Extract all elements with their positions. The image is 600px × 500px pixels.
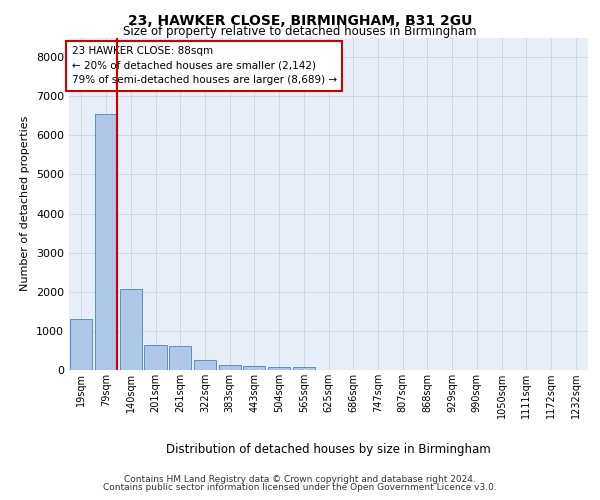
Text: 23, HAWKER CLOSE, BIRMINGHAM, B31 2GU: 23, HAWKER CLOSE, BIRMINGHAM, B31 2GU [128, 14, 472, 28]
Text: Distribution of detached houses by size in Birmingham: Distribution of detached houses by size … [166, 442, 491, 456]
Bar [95, 114, 117, 370]
Bar [218, 364, 241, 370]
Bar [293, 368, 315, 370]
Y-axis label: Number of detached properties: Number of detached properties [20, 116, 31, 292]
Text: Size of property relative to detached houses in Birmingham: Size of property relative to detached ho… [123, 25, 477, 38]
Bar [268, 368, 290, 370]
Bar [243, 366, 265, 370]
Text: 23 HAWKER CLOSE: 88sqm
← 20% of detached houses are smaller (2,142)
79% of semi-: 23 HAWKER CLOSE: 88sqm ← 20% of detached… [71, 46, 337, 86]
Bar [194, 360, 216, 370]
Bar [145, 344, 167, 370]
Text: Contains public sector information licensed under the Open Government Licence v3: Contains public sector information licen… [103, 483, 497, 492]
Bar [70, 319, 92, 370]
Text: Contains HM Land Registry data © Crown copyright and database right 2024.: Contains HM Land Registry data © Crown c… [124, 475, 476, 484]
Bar [119, 288, 142, 370]
Bar [169, 346, 191, 370]
